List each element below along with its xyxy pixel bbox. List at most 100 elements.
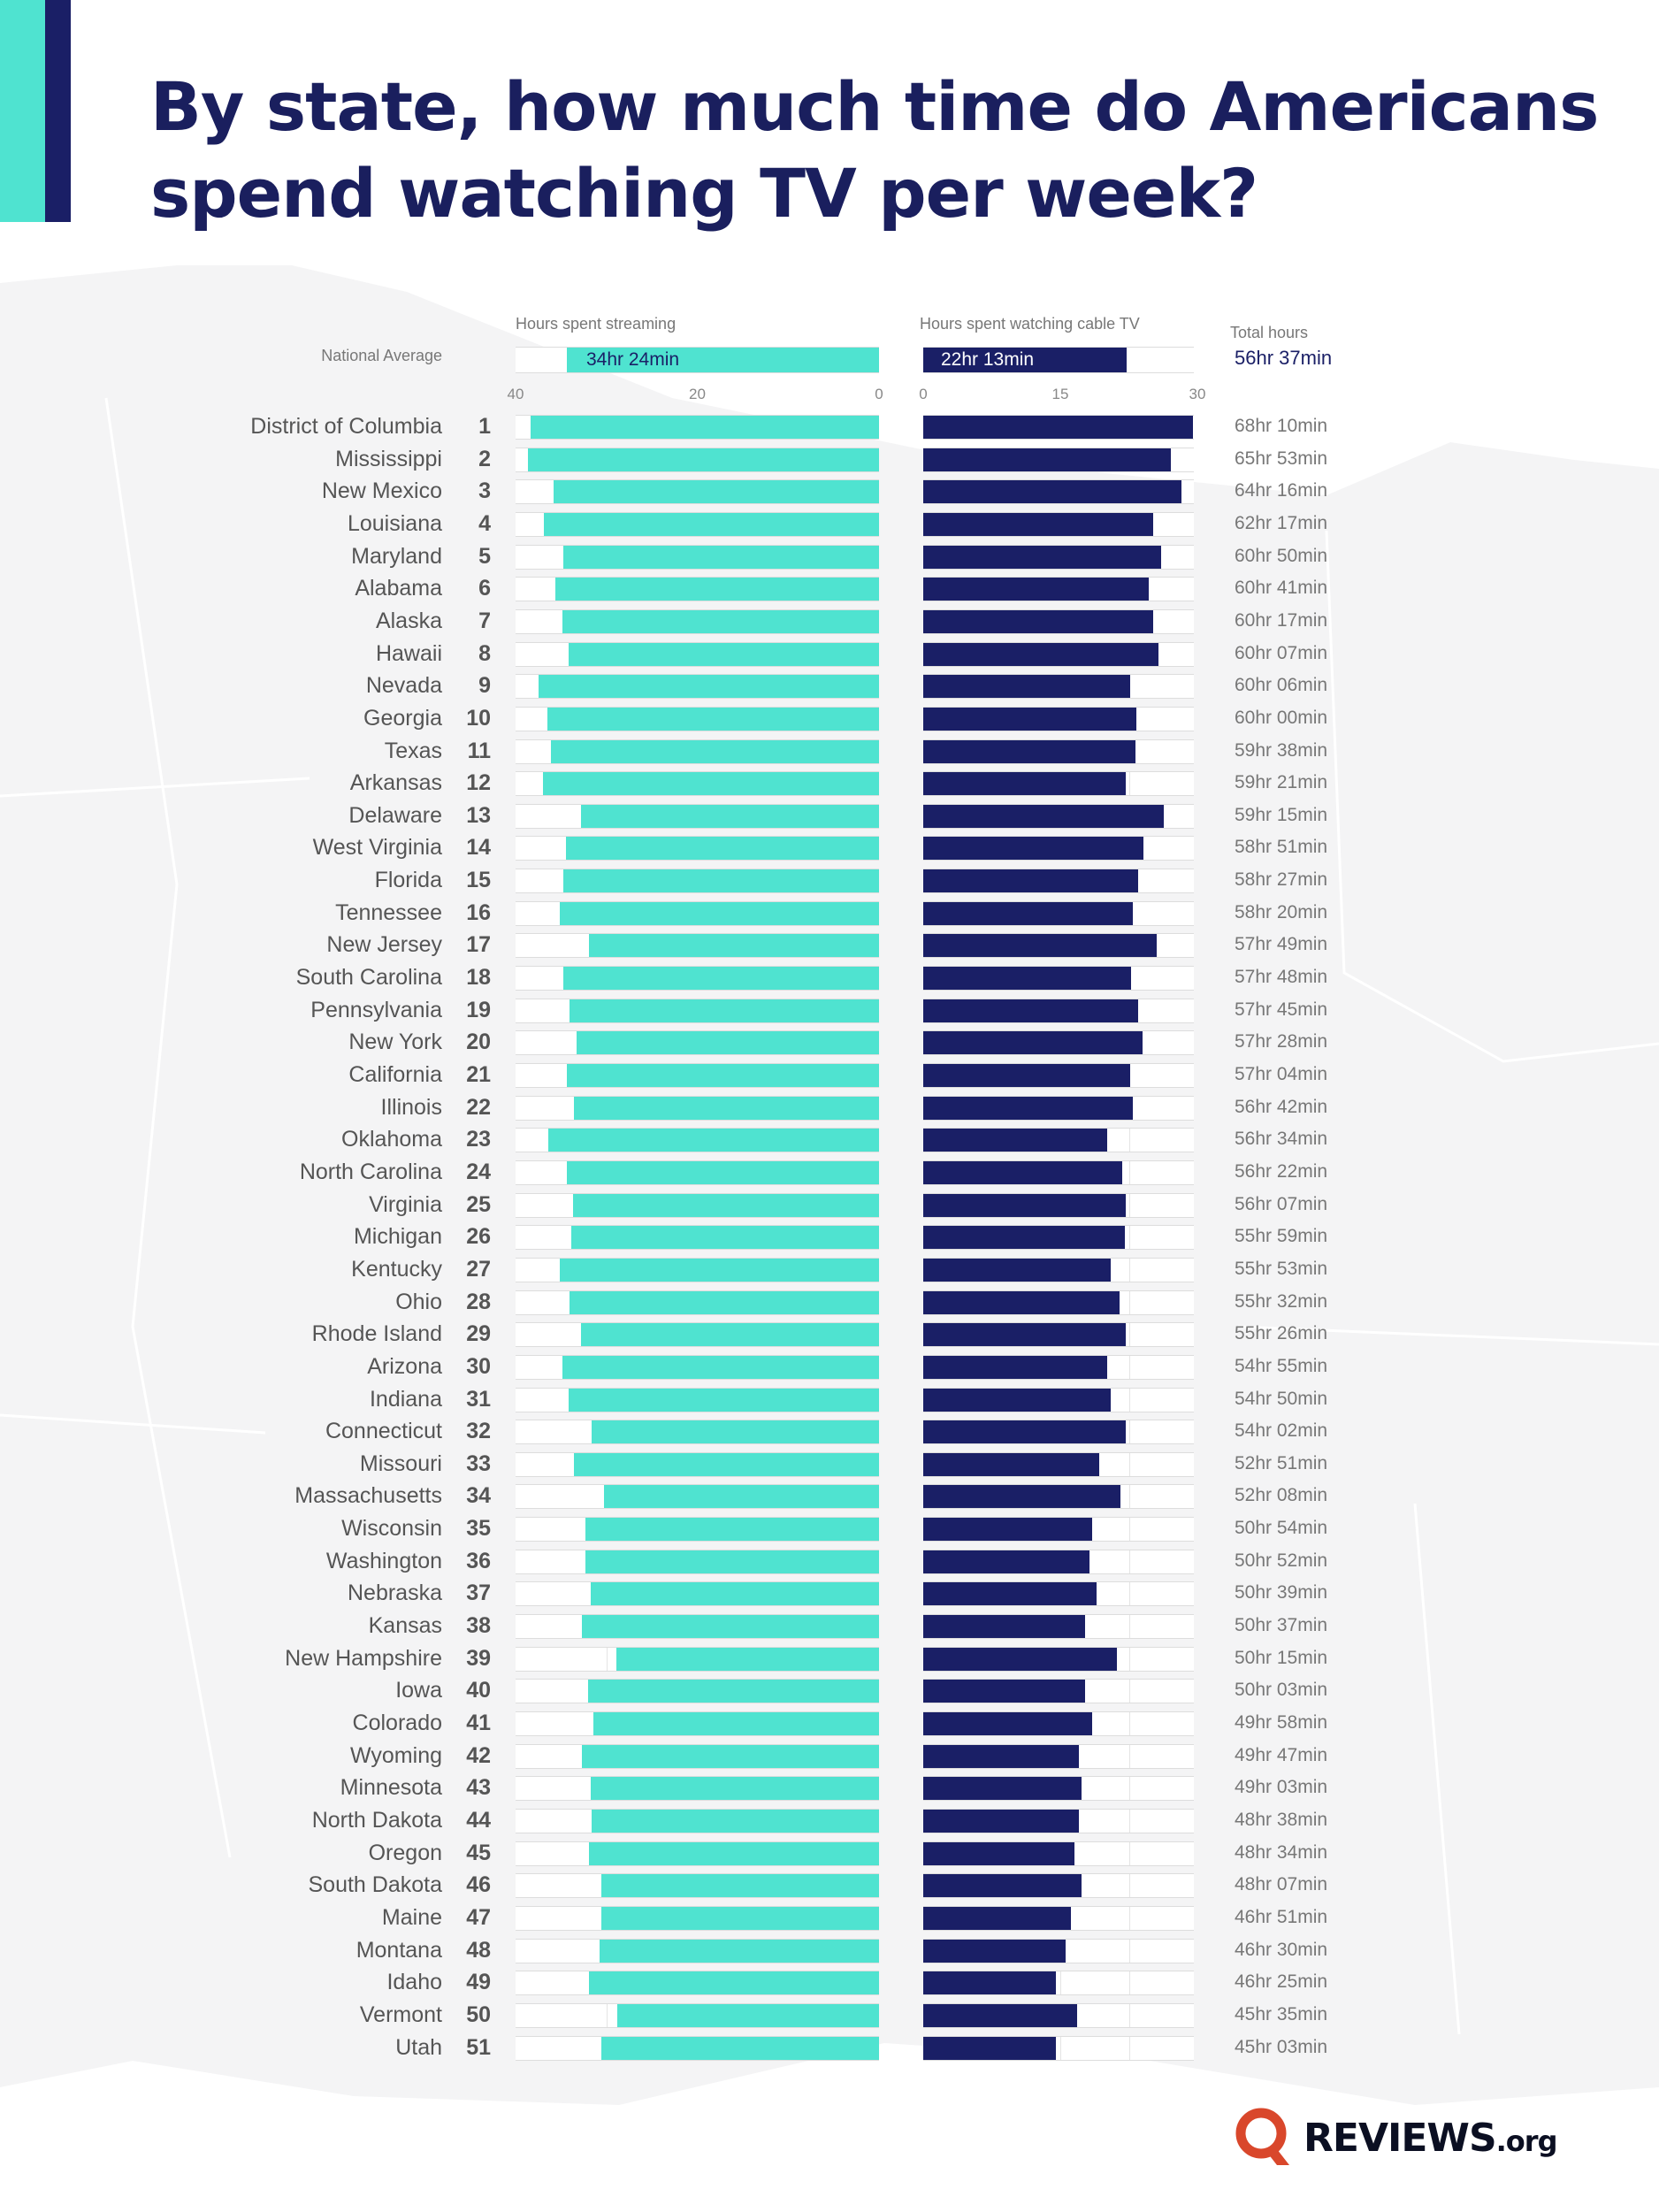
cable-track <box>923 1257 1194 1282</box>
national-streaming-bar <box>566 348 879 372</box>
gridline <box>1128 1420 1130 1444</box>
total-hours: 55hr 53min <box>1235 1258 1328 1279</box>
cable-track <box>923 674 1194 700</box>
cable-header: Hours spent watching cable TV <box>920 315 1140 333</box>
streaming-track <box>516 1549 879 1574</box>
cable-track <box>923 1387 1194 1412</box>
streaming-bar <box>543 512 879 536</box>
streaming-track <box>516 1905 879 1931</box>
streaming-bar <box>589 1841 879 1865</box>
state-name: West Virginia <box>312 835 442 861</box>
total-hours: 59hr 21min <box>1235 772 1328 793</box>
gridline <box>1128 772 1130 796</box>
streaming-track <box>516 1614 879 1640</box>
state-rank: 18 <box>466 965 491 991</box>
chart-title: By state, how much time do Americans spe… <box>150 67 1599 233</box>
national-streaming-value: 34hr 24min <box>586 349 680 370</box>
streaming-bar <box>589 1971 879 1995</box>
gridline <box>1128 1355 1130 1379</box>
state-rank: 14 <box>466 835 491 861</box>
gridline <box>606 2003 608 2027</box>
accent-bar-teal <box>0 0 45 222</box>
streaming-bar <box>572 1193 879 1217</box>
gridline <box>1128 2003 1130 2027</box>
cable-bar <box>923 1841 1074 1865</box>
streaming-bar <box>580 804 879 828</box>
streaming-bar <box>560 1258 879 1282</box>
state-rank: 51 <box>466 2034 491 2060</box>
streaming-track <box>516 1808 879 1833</box>
state-name: Tennessee <box>335 899 442 925</box>
state-name: Kentucky <box>351 1256 442 1282</box>
gridline <box>1128 1388 1130 1412</box>
gridline <box>1128 1939 1130 1963</box>
state-rank: 9 <box>478 673 491 699</box>
cable-bar <box>923 804 1164 828</box>
gridline <box>1128 1582 1130 1606</box>
state-rank: 20 <box>466 1029 491 1055</box>
total-hours: 55hr 26min <box>1235 1323 1328 1344</box>
cable-track <box>923 739 1194 764</box>
streaming-track <box>516 1160 879 1185</box>
total-hours: 45hr 35min <box>1235 2003 1328 2024</box>
state-name: Idaho <box>386 1970 442 1995</box>
total-hours: 52hr 08min <box>1235 1485 1328 1506</box>
state-rank: 17 <box>466 932 491 958</box>
streaming-track <box>516 1420 879 1445</box>
state-name: Pennsylvania <box>310 997 442 1022</box>
state-name: Ohio <box>395 1289 442 1314</box>
cable-bar <box>923 675 1130 699</box>
streaming-track <box>516 706 879 731</box>
streaming-bar <box>573 1096 879 1120</box>
total-hours: 68hr 10min <box>1235 416 1328 436</box>
total-hours: 46hr 51min <box>1235 1906 1328 1927</box>
streaming-bar <box>599 1939 879 1963</box>
cable-bar <box>923 901 1133 925</box>
state-rank: 45 <box>466 1840 491 1865</box>
cable-track <box>923 1160 1194 1185</box>
gridline <box>1128 1906 1130 1930</box>
streaming-axis-tick: 20 <box>689 386 706 402</box>
streaming-track <box>516 1322 879 1348</box>
state-name: Rhode Island <box>311 1321 442 1347</box>
cable-bar <box>923 999 1138 1022</box>
cable-bar <box>923 1939 1066 1963</box>
streaming-bar <box>562 609 879 633</box>
total-hours: 48hr 07min <box>1235 1874 1328 1895</box>
state-rank: 38 <box>466 1613 491 1639</box>
streaming-track <box>516 1354 879 1380</box>
gridline <box>1128 1258 1130 1282</box>
total-hours: 58hr 51min <box>1235 837 1328 858</box>
cable-bar <box>923 837 1144 861</box>
streaming-track <box>516 1257 879 1282</box>
cable-bar <box>923 2003 1077 2027</box>
speech-bubble-q-icon <box>1235 2108 1289 2165</box>
gridline <box>606 1647 608 1671</box>
streaming-track <box>516 608 879 634</box>
streaming-track <box>516 1030 879 1056</box>
gridline <box>1128 1744 1130 1768</box>
total-hours: 49hr 47min <box>1235 1744 1328 1765</box>
gridline <box>1060 1971 1061 1995</box>
streaming-bar <box>600 1874 879 1898</box>
streaming-bar <box>591 1582 879 1606</box>
cable-bar <box>923 545 1161 569</box>
cable-bar <box>923 934 1157 958</box>
streaming-track <box>516 1581 879 1607</box>
cable-bar <box>923 1323 1127 1347</box>
state-rank: 10 <box>466 705 491 731</box>
streaming-bar <box>554 480 879 504</box>
total-hours: 52hr 51min <box>1235 1452 1328 1473</box>
state-name: New York <box>348 1029 442 1055</box>
state-name: Maryland <box>351 543 442 569</box>
cable-track <box>923 1581 1194 1607</box>
national-cable-track: 22hr 13min <box>923 347 1194 373</box>
state-name: Delaware <box>348 802 442 828</box>
cable-track <box>923 511 1194 537</box>
state-name: Nebraska <box>348 1581 442 1606</box>
state-name: Alaska <box>375 608 442 633</box>
cable-track <box>923 1873 1194 1899</box>
cable-track <box>923 803 1194 829</box>
streaming-track <box>516 1387 879 1412</box>
state-rank: 35 <box>466 1516 491 1542</box>
